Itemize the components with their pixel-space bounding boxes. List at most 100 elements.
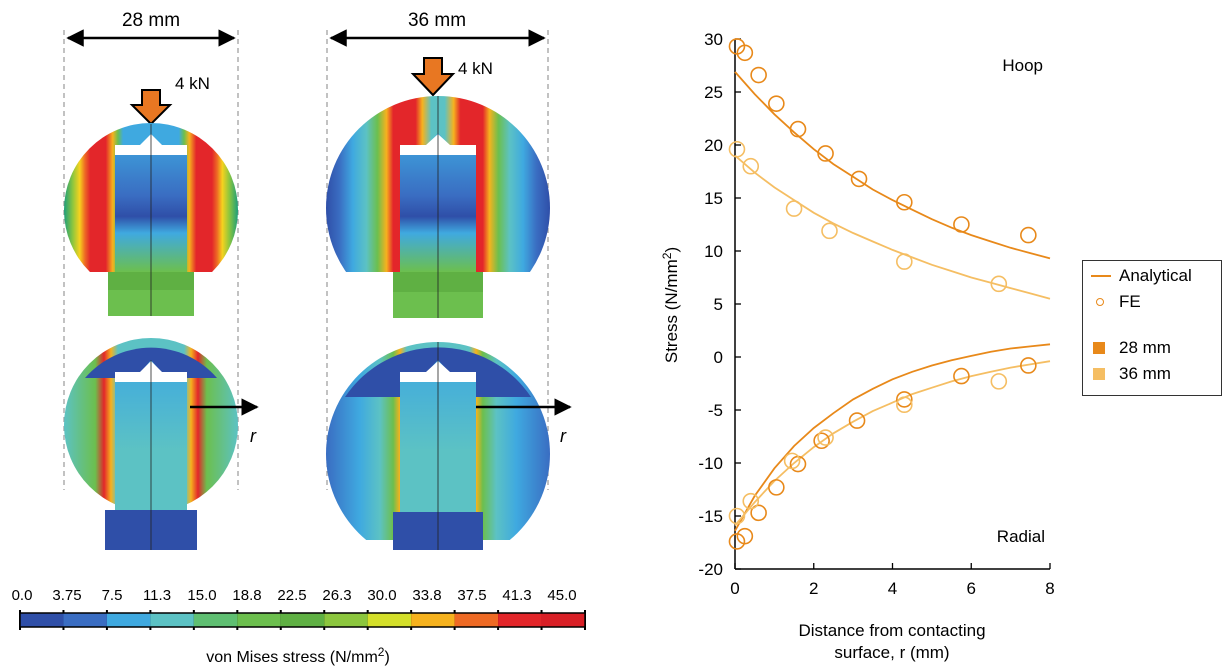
x-tick-label: 8: [1045, 579, 1054, 598]
fe-point-radial-s36: [896, 396, 913, 414]
fe-point-hoop-s28: [750, 66, 767, 84]
fe-point-radial-s36: [728, 507, 746, 525]
y-tick-label: 10: [704, 242, 723, 261]
colorbar-cells: [19, 612, 586, 628]
colorbar-label: von Mises stress (N/mm2): [206, 645, 390, 666]
fe-point-radial-s28: [953, 367, 970, 385]
colorbar-tick-label: 7.5: [102, 587, 123, 604]
fe-point-hoop-s36: [785, 200, 803, 217]
fe-point-radial-s28: [768, 479, 785, 496]
y-tick-label: -10: [698, 454, 723, 473]
legend-item-36mm: 36 mm: [1091, 363, 1171, 385]
fe-point-hoop-s28: [953, 216, 970, 233]
colorbar-tick-label: 3.75: [52, 587, 81, 604]
colorbar-cell: [237, 613, 281, 627]
r-label-28: r: [250, 426, 257, 446]
fe-point-hoop-s28: [1020, 226, 1037, 244]
contour-36mm-hoop: [326, 96, 550, 318]
colorbar-tick-label: 37.5: [457, 587, 486, 604]
y-tick-label: -5: [708, 401, 723, 420]
colorbar-tick-label: 30.0: [367, 587, 396, 604]
x-tick-label: 2: [809, 579, 818, 598]
load-arrow-36: [410, 57, 456, 97]
fe-point-hoop-s36: [990, 275, 1008, 293]
y-tick-label: 25: [704, 83, 723, 102]
fe-point-hoop-s36: [728, 140, 746, 158]
colorbar-tick-label: 22.5: [277, 587, 306, 604]
legend-label-28mm: 28 mm: [1119, 338, 1171, 357]
legend-label-fe: FE: [1119, 292, 1141, 311]
colorbar-tick-label: 41.3: [502, 587, 531, 604]
chart-series: [728, 38, 1051, 550]
fe-point-radial-s36: [990, 373, 1008, 390]
colorbar-tick-label: 18.8: [232, 587, 261, 604]
annotation-radial: Radial: [997, 527, 1045, 546]
width-label-28: 28 mm: [122, 10, 180, 31]
colorbar: 0.0 3.75 7.5 11.3 15.0 18.8 22.5 26.3 30.0 33.8 37…: [12, 587, 586, 666]
analytical-line-radial-s28: [734, 343, 1051, 532]
legend-item-analytical: Analytical: [1091, 265, 1192, 287]
analytical-line-hoop-s28: [734, 71, 1051, 260]
colorbar-cell: [280, 613, 325, 627]
legend-item-28mm: 28 mm: [1091, 337, 1171, 359]
colorbar-tick-label: 45.0: [547, 587, 576, 604]
fe-point-hoop-s28: [896, 193, 913, 211]
fe-point-radial-s28: [848, 412, 866, 429]
guide-lines: [63, 30, 549, 490]
legend-label-36mm: 36 mm: [1119, 364, 1171, 383]
colorbar-cell: [63, 613, 107, 627]
x-tick-label: 6: [967, 579, 976, 598]
fe-point-radial-s28: [750, 504, 767, 522]
annotation-hoop: Hoop: [1002, 56, 1043, 75]
colorbar-cell: [498, 613, 542, 627]
colorbar-cell: [106, 613, 151, 627]
x-tick-label: 0: [730, 579, 739, 598]
load-label-36: 4 kN: [458, 59, 493, 78]
colorbar-cell: [324, 613, 368, 627]
contour-28mm-radial: [64, 338, 238, 550]
y-tick-label: 5: [714, 295, 723, 314]
y-tick-label: 30: [704, 30, 723, 49]
y-tick-label: 20: [704, 136, 723, 155]
fe-point-radial-s28: [736, 527, 754, 545]
y-tick-label: 15: [704, 189, 723, 208]
fe-point-hoop-s28: [850, 170, 868, 188]
fe-point-radial-s28: [813, 432, 830, 450]
stress-chart: -20 -15 -10 -5 0 5 10 15 20 25 30 0 2 4 6 8 Hoop Radial…: [660, 30, 1055, 662]
analytical-line-radial-s36: [734, 360, 1051, 527]
colorbar-cell: [541, 613, 585, 627]
colorbar-tick-label: 15.0: [187, 587, 216, 604]
fe-point-radial-s28: [1020, 357, 1037, 374]
width-label-36: 36 mm: [408, 10, 466, 31]
colorbar-tick-label: 11.3: [143, 587, 171, 604]
fe-point-hoop-s28: [768, 95, 785, 112]
y-tick-label: 0: [714, 348, 723, 367]
fe-point-radial-s36: [817, 429, 834, 446]
fe-point-radial-s28: [896, 391, 913, 408]
colorbar-cell: [20, 613, 64, 627]
load-arrow-28: [129, 89, 173, 126]
y-axis-label: Stress (N/mm2): [660, 247, 681, 363]
chart-legend: Analytical FE 28 mm 36 mm: [1082, 260, 1222, 396]
colorbar-tick-label: 33.8: [412, 587, 441, 604]
fe-point-hoop-s28: [736, 44, 754, 62]
colorbar-cell: [411, 613, 455, 627]
chart-axes: -20 -15 -10 -5 0 5 10 15 20 25 30 0 2 4 6 8: [698, 30, 1054, 598]
contour-28mm-hoop: [64, 123, 238, 316]
legend-square-36mm: [1091, 367, 1111, 381]
fe-point-radial-s36: [742, 492, 760, 510]
legend-line-swatch: [1091, 269, 1111, 283]
colorbar-frame: [19, 612, 586, 628]
r-label-36: r: [560, 426, 567, 446]
fe-point-hoop-s36: [742, 157, 760, 175]
legend-circle-swatch: [1091, 295, 1111, 309]
colorbar-cell: [367, 613, 412, 627]
legend-label-analytical: Analytical: [1119, 266, 1192, 285]
contour-panels: 28 mm 36 mm 4 kN 4 kN: [63, 10, 572, 550]
contour-36mm-radial: [326, 342, 550, 550]
colorbar-tick-label: 0.0: [12, 587, 33, 604]
colorbar-cell: [193, 613, 238, 627]
x-axis-label-line1: Distance from contacting: [798, 621, 985, 640]
analytical-line-hoop-s36: [734, 154, 1051, 300]
fe-point-hoop-s36: [821, 222, 838, 240]
